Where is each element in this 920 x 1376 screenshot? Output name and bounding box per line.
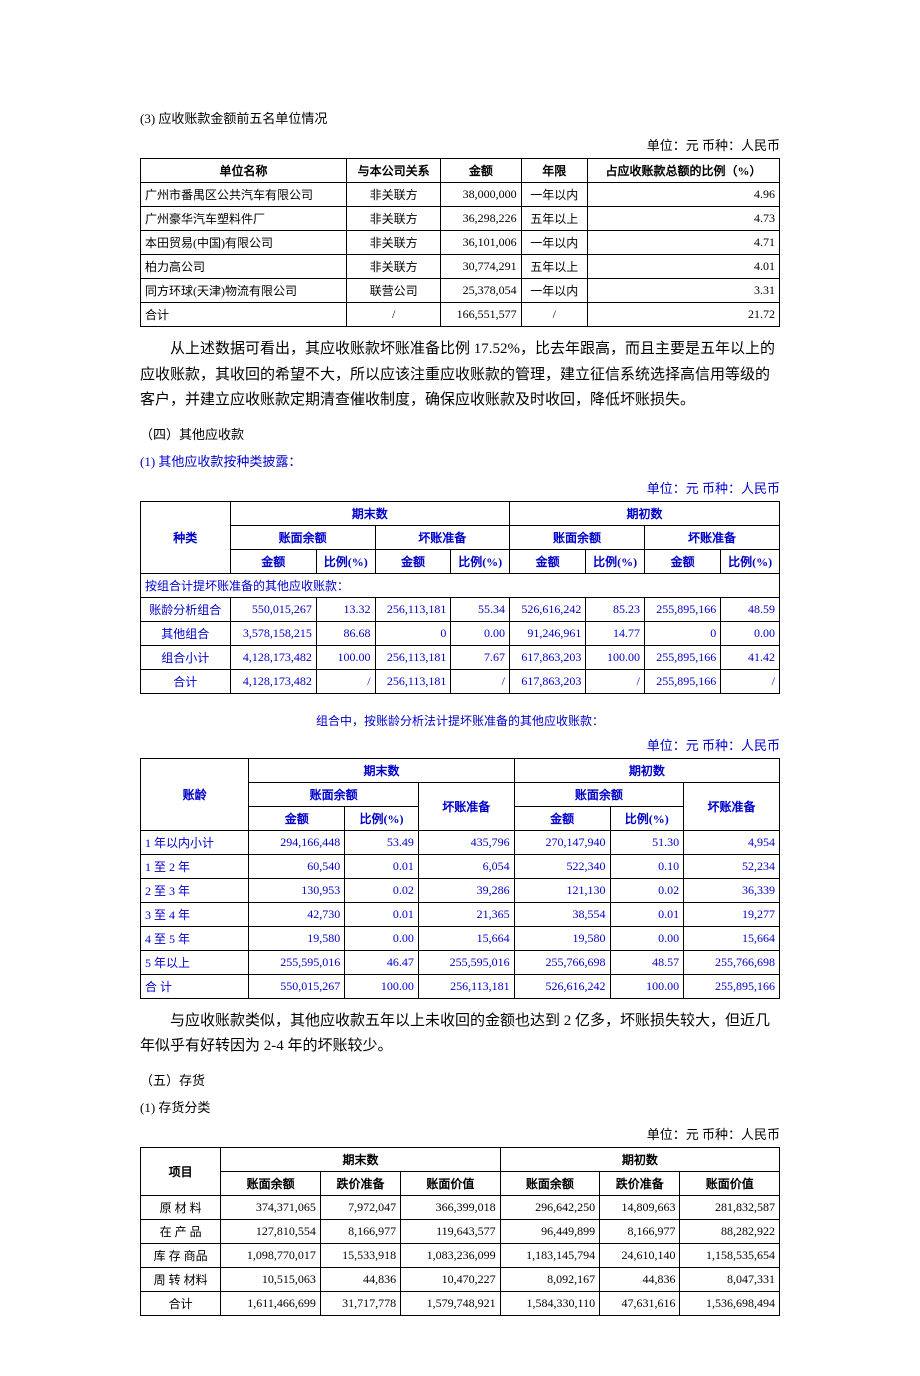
unit-label-1: 单位：元 币种：人民币 xyxy=(140,135,780,154)
cell: 一年以内 xyxy=(521,279,587,303)
table-row: 广州豪华汽车塑料件厂非关联方36,298,226五年以上4.73 xyxy=(141,207,780,231)
section-5-1-title: (1) 存货分类 xyxy=(140,1097,780,1116)
table-row: 柏力高公司非关联方30,774,291五年以上4.01 xyxy=(141,255,780,279)
cell: 21.72 xyxy=(587,303,779,327)
other-receivables-table: 种类期末数期初数账面余额坏账准备账面余额坏账准备金额比例(%)金额比例(%)金额… xyxy=(140,501,780,694)
section-4-heading: （四）其他应收款 xyxy=(140,424,780,443)
cell: / xyxy=(347,303,441,327)
unit-label-4: 单位：元 币种：人民币 xyxy=(140,1124,780,1143)
cell: 166,551,577 xyxy=(441,303,521,327)
cell: 非关联方 xyxy=(347,231,441,255)
cell: 同方环球(天津)物流有限公司 xyxy=(141,279,347,303)
unit-label-3: 单位：元 币种：人民币 xyxy=(140,735,780,754)
table-row: 同方环球(天津)物流有限公司联营公司25,378,054一年以内3.31 xyxy=(141,279,780,303)
col-header: 单位名称 xyxy=(141,159,347,183)
cell: 3.31 xyxy=(587,279,779,303)
col-header: 占应收账款总额的比例（%） xyxy=(587,159,779,183)
cell: 30,774,291 xyxy=(441,255,521,279)
analysis-paragraph-2: 与应收账款类似，其他应收款五年以上未收回的金额也达到 2 亿多，坏账损失较大，但… xyxy=(140,1009,780,1060)
col-header: 年限 xyxy=(521,159,587,183)
cell: 一年以内 xyxy=(521,183,587,207)
section-3-title: (3) 应收账款金额前五名单位情况 xyxy=(140,108,780,127)
unit-label-2: 单位：元 币种：人民币 xyxy=(140,478,780,497)
section-5-heading: （五）存货 xyxy=(140,1070,780,1089)
table-row: 合计/166,551,577/21.72 xyxy=(141,303,780,327)
aging-analysis-table: 账龄期末数期初数账面余额坏账准备账面余额坏账准备金额比例(%)金额比例(%)1 … xyxy=(140,758,780,999)
cell: 非关联方 xyxy=(347,255,441,279)
cell: 25,378,054 xyxy=(441,279,521,303)
table-row: 广州市番禺区公共汽车有限公司非关联方38,000,000一年以内4.96 xyxy=(141,183,780,207)
analysis-paragraph-1: 从上述数据可看出，其应收账款坏账准备比例 17.52%，比去年跟高，而且主要是五… xyxy=(140,337,780,414)
inventory-table: 项目期末数期初数账面余额跌价准备账面价值账面余额跌价准备账面价值原 材 料374… xyxy=(140,1147,780,1316)
col-header: 与本公司关系 xyxy=(347,159,441,183)
cell: 一年以内 xyxy=(521,231,587,255)
cell: 36,101,006 xyxy=(441,231,521,255)
cell: 广州豪华汽车塑料件厂 xyxy=(141,207,347,231)
cell: 柏力高公司 xyxy=(141,255,347,279)
cell: / xyxy=(521,303,587,327)
cell: 4.73 xyxy=(587,207,779,231)
cell: 4.96 xyxy=(587,183,779,207)
table-row: 本田贸易(中国)有限公司非关联方36,101,006一年以内4.71 xyxy=(141,231,780,255)
cell: 4.01 xyxy=(587,255,779,279)
cell: 非关联方 xyxy=(347,183,441,207)
col-header: 金额 xyxy=(441,159,521,183)
section-4-1-title: (1) 其他应收款按种类披露： xyxy=(140,451,780,470)
cell: 广州市番禺区公共汽车有限公司 xyxy=(141,183,347,207)
cell: 五年以上 xyxy=(521,255,587,279)
cell: 38,000,000 xyxy=(441,183,521,207)
cell: 合计 xyxy=(141,303,347,327)
aging-subtitle: 组合中，按账龄分析法计提坏账准备的其他应收账款： xyxy=(140,712,780,729)
top5-receivables-table: 单位名称与本公司关系金额年限占应收账款总额的比例（%） 广州市番禺区公共汽车有限… xyxy=(140,158,780,327)
cell: 非关联方 xyxy=(347,207,441,231)
cell: 五年以上 xyxy=(521,207,587,231)
cell: 本田贸易(中国)有限公司 xyxy=(141,231,347,255)
cell: 4.71 xyxy=(587,231,779,255)
cell: 联营公司 xyxy=(347,279,441,303)
cell: 36,298,226 xyxy=(441,207,521,231)
